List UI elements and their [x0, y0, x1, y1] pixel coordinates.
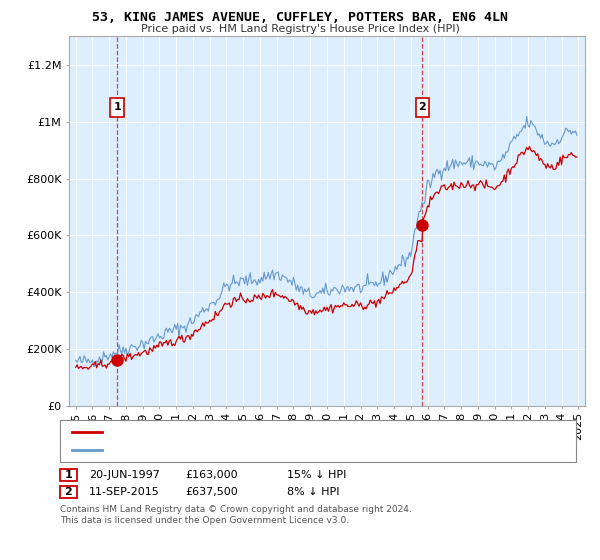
FancyBboxPatch shape	[416, 97, 429, 118]
FancyBboxPatch shape	[110, 97, 124, 118]
Text: 53, KING JAMES AVENUE, CUFFLEY, POTTERS BAR, EN6 4LN (detached house): 53, KING JAMES AVENUE, CUFFLEY, POTTERS …	[108, 427, 487, 437]
Text: £163,000: £163,000	[185, 470, 238, 480]
Text: 15% ↓ HPI: 15% ↓ HPI	[287, 470, 346, 480]
Text: 53, KING JAMES AVENUE, CUFFLEY, POTTERS BAR, EN6 4LN: 53, KING JAMES AVENUE, CUFFLEY, POTTERS …	[92, 11, 508, 24]
Text: Contains HM Land Registry data © Crown copyright and database right 2024.
This d: Contains HM Land Registry data © Crown c…	[60, 505, 412, 525]
Text: Price paid vs. HM Land Registry's House Price Index (HPI): Price paid vs. HM Land Registry's House …	[140, 24, 460, 34]
Text: 20-JUN-1997: 20-JUN-1997	[89, 470, 160, 480]
Text: 1: 1	[65, 470, 72, 480]
Text: £637,500: £637,500	[185, 487, 238, 497]
Text: HPI: Average price, detached house, Welwyn Hatfield: HPI: Average price, detached house, Welw…	[108, 445, 368, 455]
Text: 2: 2	[65, 487, 72, 497]
Text: 11-SEP-2015: 11-SEP-2015	[89, 487, 160, 497]
Text: 2: 2	[419, 102, 427, 113]
Text: 1: 1	[113, 102, 121, 113]
Text: 8% ↓ HPI: 8% ↓ HPI	[287, 487, 340, 497]
